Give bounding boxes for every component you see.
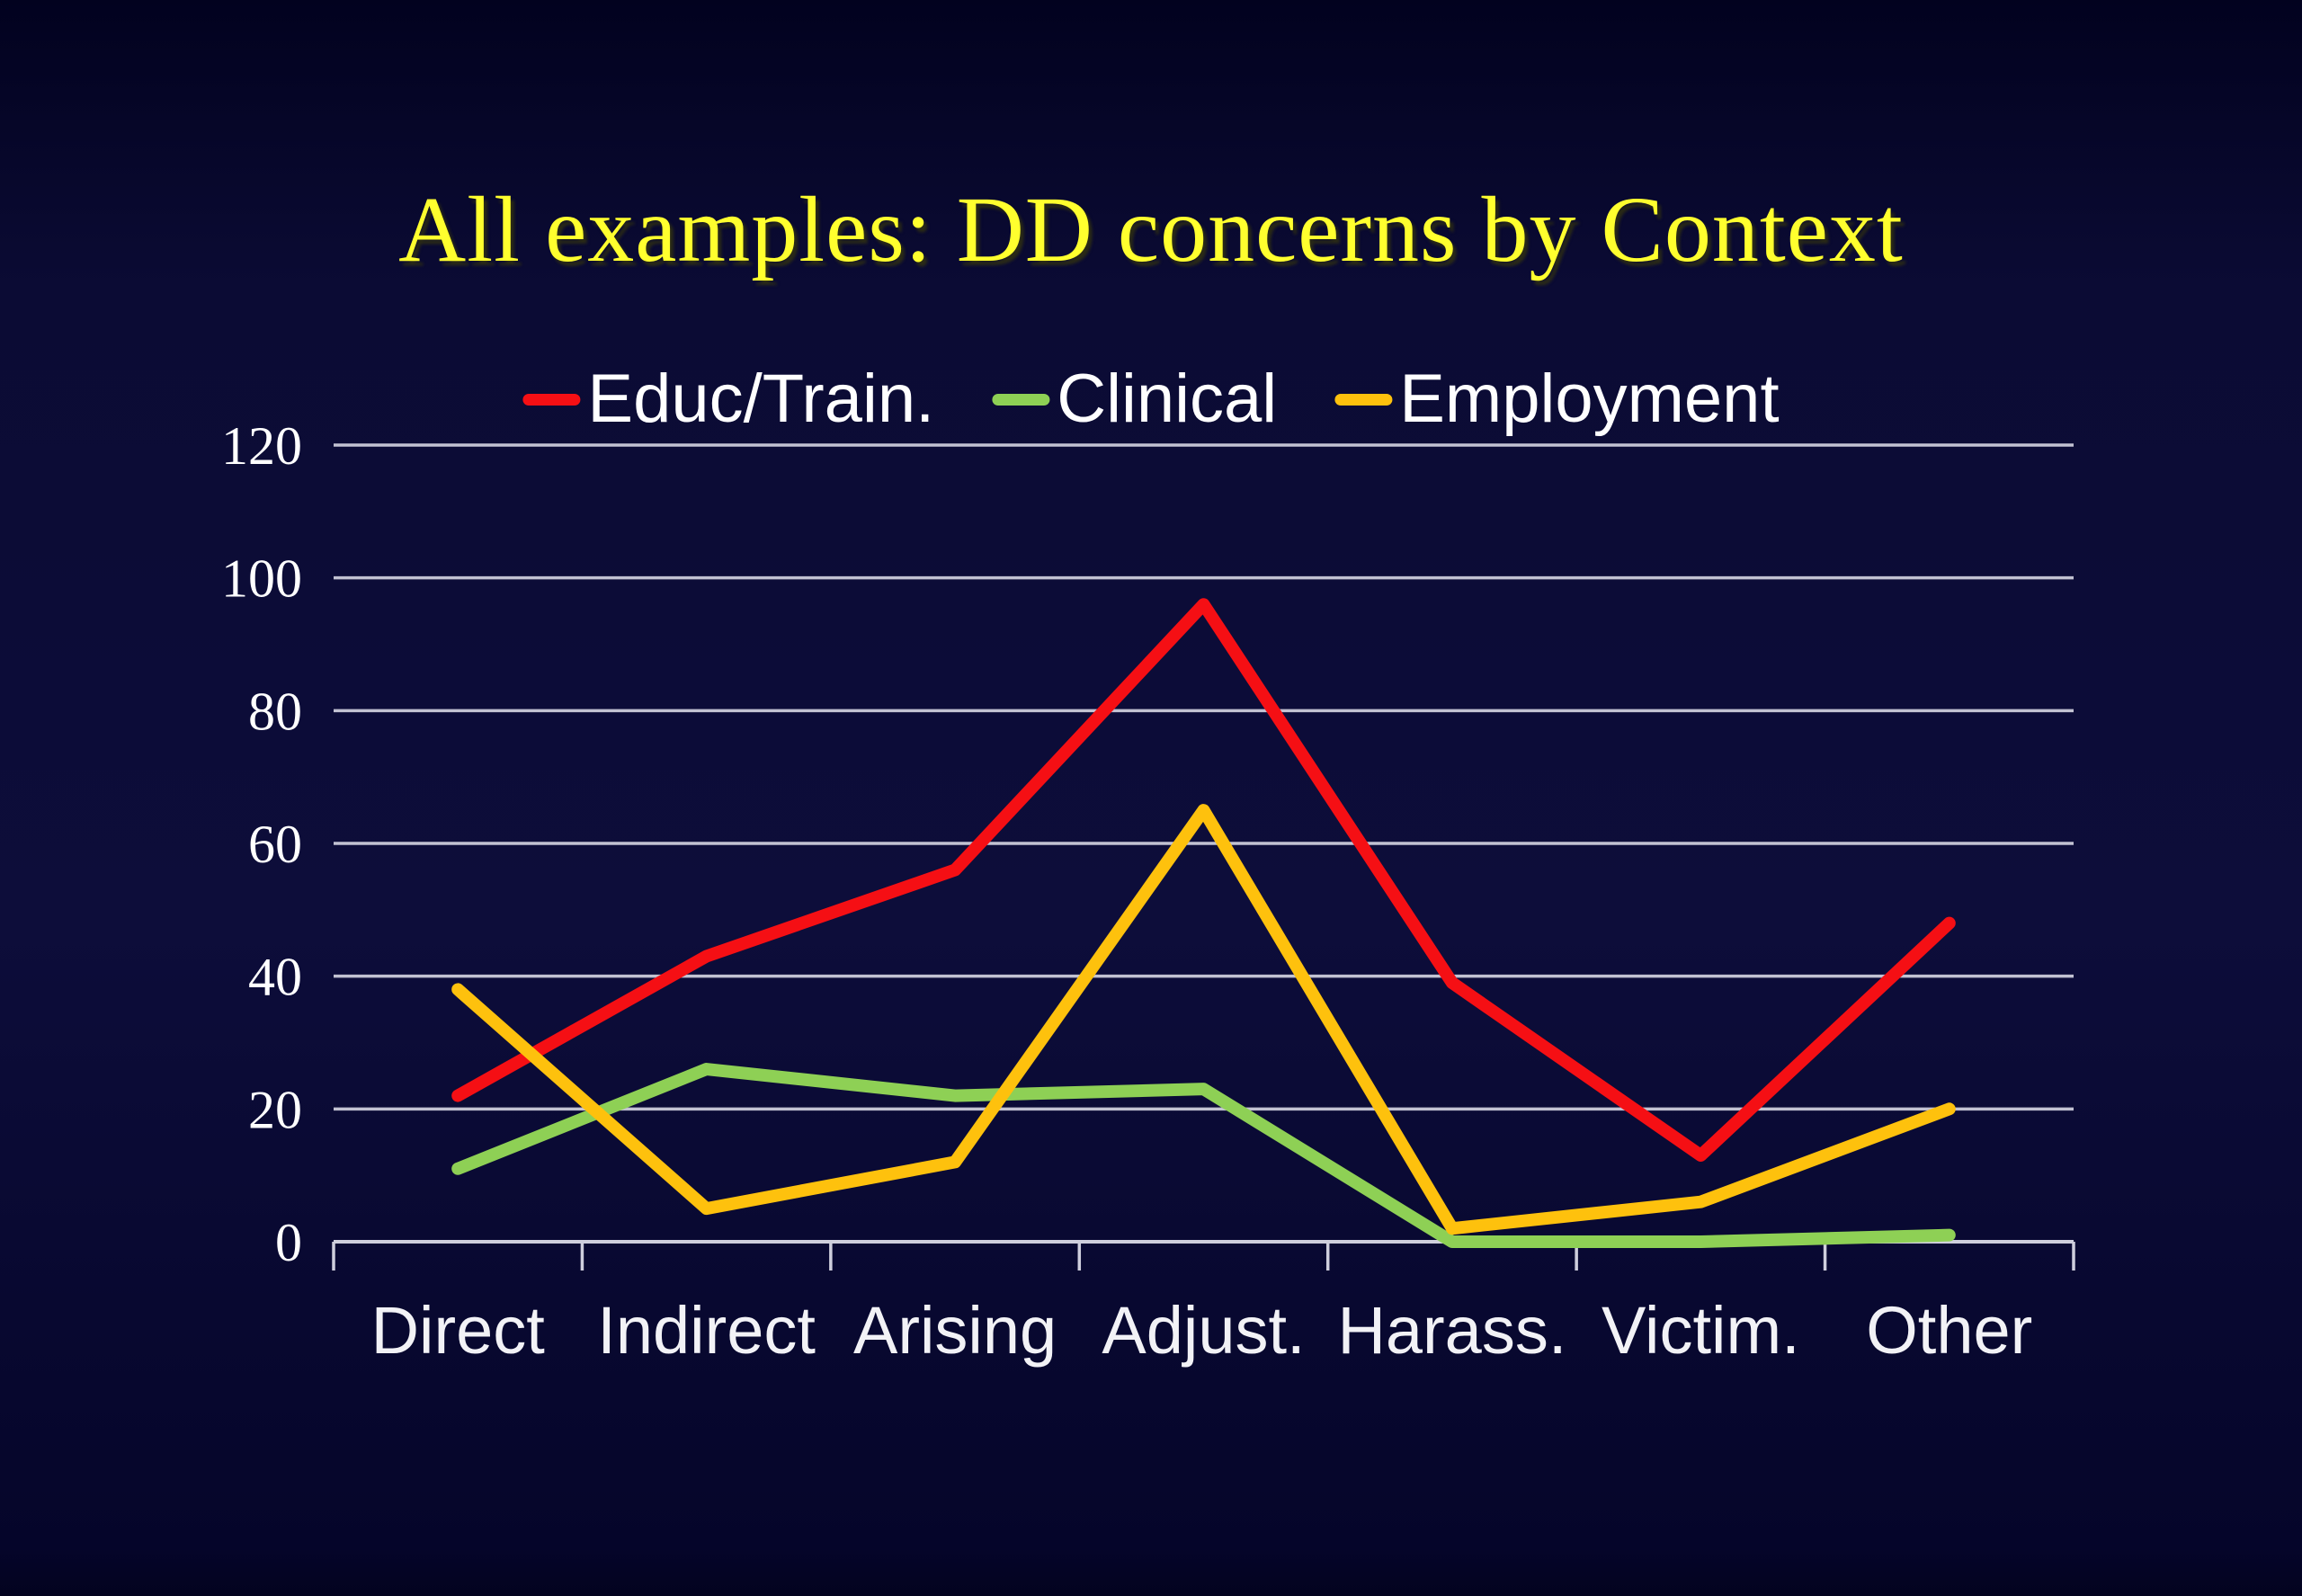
x-category-label: Harass. [1337, 1293, 1566, 1368]
x-category-label: Victim. [1602, 1293, 1800, 1368]
y-tick-label-0: 0 [275, 1213, 302, 1272]
x-category-label: Arising [853, 1293, 1057, 1368]
y-tick-label-100: 100 [221, 549, 302, 609]
series-line-employment [451, 804, 1956, 1235]
x-category-label: Other [1866, 1293, 2032, 1368]
y-tick-label-80: 80 [248, 682, 302, 741]
x-category-label: Adjust. [1102, 1293, 1305, 1368]
slide-title: All examples: DD concerns by Context [398, 178, 1904, 281]
x-category-label: Indirect [597, 1293, 816, 1368]
series-line-clinical [451, 1063, 1956, 1248]
legend-swatch-icon [992, 393, 1050, 406]
legend-label: Educ/Train. [587, 361, 935, 437]
legend-swatch-icon [522, 393, 581, 406]
y-tick-label-120: 120 [221, 416, 302, 476]
chart-legend: Educ/Train. Clinical Employment [522, 361, 1780, 437]
legend-item-educ-train: Educ/Train. [522, 365, 934, 433]
y-tick-label-60: 60 [248, 815, 302, 874]
y-tick-label-40: 40 [248, 948, 302, 1007]
legend-swatch-icon [1334, 393, 1393, 406]
legend-item-employment: Employment [1334, 361, 1780, 437]
legend-label: Employment [1399, 361, 1780, 437]
series-line-educ-train [451, 598, 1956, 1163]
legend-item-clinical: Clinical [992, 365, 1277, 433]
y-tick-label-20: 20 [248, 1080, 302, 1139]
legend-label: Clinical [1057, 361, 1278, 437]
x-category-label: Direct [371, 1293, 546, 1368]
